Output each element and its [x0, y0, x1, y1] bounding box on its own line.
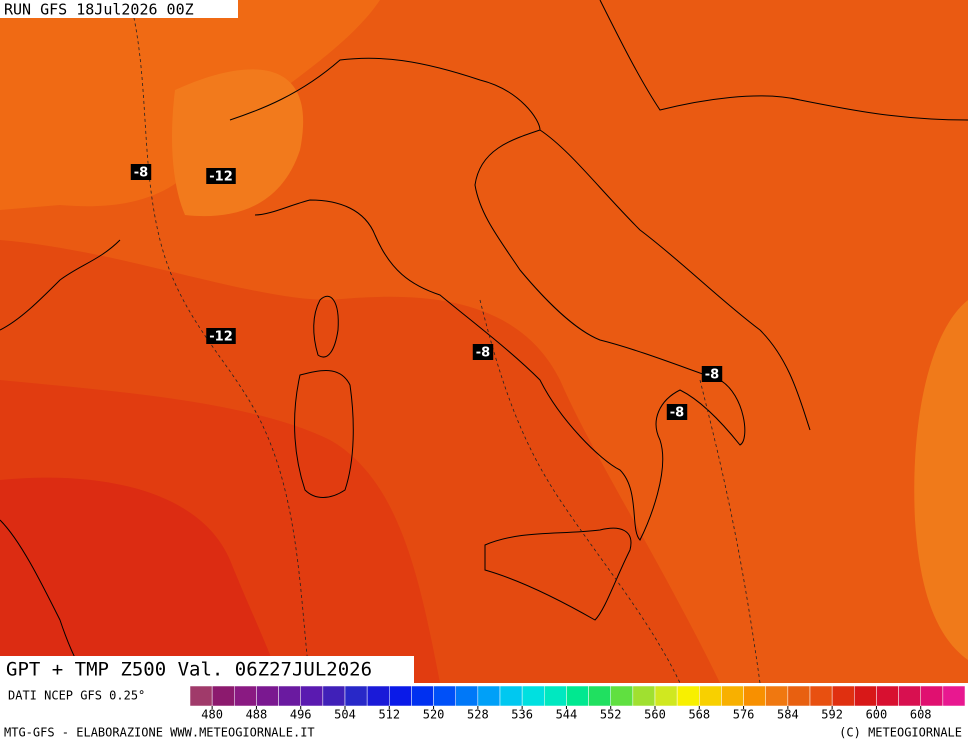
- colorbar-swatch: [211, 685, 235, 707]
- colorbar-tick-label: 544: [556, 708, 578, 722]
- colorbar-swatch: [433, 685, 456, 707]
- contour-label: -8: [134, 166, 148, 181]
- colorbar-swatch: [632, 685, 656, 707]
- contour-label-box: [206, 328, 236, 344]
- colorbar-swatch: [234, 685, 257, 707]
- sicily: [484, 527, 632, 621]
- colorbar: 480 488 496 504 512 520 528 536 544 552 560 568 576 5…: [189, 685, 966, 722]
- colorbar-swatch: [809, 685, 833, 707]
- contour-labels: -8 -12 -12 -8 -8 -8: [130, 164, 723, 421]
- colorbar-swatch: [610, 685, 634, 707]
- colorbar-swatch: [854, 685, 877, 707]
- contour-label-box: [130, 164, 152, 180]
- colorbar-swatch: [699, 685, 722, 707]
- colorbar-swatch: [920, 685, 944, 707]
- colorbar-swatch: [876, 685, 899, 707]
- colorbar-swatch: [721, 685, 744, 707]
- colorbar-swatch: [588, 685, 611, 707]
- contour-label: -8: [705, 368, 719, 383]
- contour-label: -12: [209, 170, 233, 185]
- contour-label: -12: [209, 330, 233, 345]
- footer-left: MTG-GFS - ELABORAZIONE WWW.METEOGIORNALE…: [4, 726, 315, 740]
- field-hot: [0, 477, 280, 683]
- colorbar-swatch: [389, 685, 412, 707]
- colorbar-swatch: [787, 685, 811, 707]
- colorbar-swatch: [189, 685, 213, 707]
- colorbar-swatch: [300, 685, 324, 707]
- colorbar-swatch: [654, 685, 678, 707]
- colorbar-swatch: [477, 685, 501, 707]
- colorbar-tick-label: 480: [201, 708, 223, 722]
- colorbar-swatch: [344, 685, 368, 707]
- sardinia: [294, 370, 354, 498]
- contour-label: -8: [476, 346, 490, 361]
- colorbar-swatch: [278, 685, 301, 707]
- run-label: RUN GFS 18Jul2026 00Z: [4, 1, 194, 19]
- colorbar-swatch: [743, 685, 766, 707]
- colorbar-tick-label: 504: [334, 708, 356, 722]
- run-box: [0, 0, 238, 18]
- colorbar-tick-label: 600: [866, 708, 888, 722]
- colorbar-tick-label: 512: [378, 708, 400, 722]
- colorbar-tick-label: 592: [821, 708, 843, 722]
- footer-right: (C) METEOGIORNALE: [839, 726, 962, 740]
- source-label: DATI NCEP GFS 0.25°: [8, 689, 145, 703]
- title-box: [0, 656, 414, 684]
- field-east: [914, 300, 968, 660]
- contour-label-box: [701, 366, 723, 382]
- colorbar-tick-label: 608: [910, 708, 932, 722]
- colorbar-tick-label: 584: [777, 708, 799, 722]
- isotherm: [129, 0, 311, 684]
- colorbar-swatch: [676, 685, 700, 707]
- colorbar-tick-label: 488: [246, 708, 268, 722]
- corsica: [313, 295, 339, 358]
- colorbar-swatch: [521, 685, 545, 707]
- colorbar-swatch: [942, 685, 966, 707]
- isotherm: [699, 379, 761, 684]
- colorbar-swatch: [322, 685, 346, 707]
- map-title: GPT + TMP Z500 Val. 06Z27JUL2026: [6, 659, 372, 681]
- contour-label: -8: [670, 406, 684, 421]
- italy-coast: [229, 57, 746, 541]
- isotherms: [129, 0, 761, 684]
- colorbar-tick-label: 560: [644, 708, 666, 722]
- colorbar-swatch: [765, 685, 789, 707]
- colorbar-tick-label: 568: [688, 708, 710, 722]
- contour-label-box: [472, 344, 494, 360]
- contour-label-box: [206, 168, 236, 184]
- colorbar-swatch: [831, 685, 855, 707]
- contour-label-box: [666, 404, 688, 420]
- colorbar-swatch: [499, 685, 523, 707]
- colorbar-swatch: [411, 685, 434, 707]
- colorbar-tick-label: 536: [511, 708, 533, 722]
- colorbar-tick-label: 552: [600, 708, 622, 722]
- isotherm: [479, 299, 681, 684]
- colorbar-tick-label: 520: [423, 708, 445, 722]
- colorbar-swatch: [366, 685, 390, 707]
- map-field: [0, 0, 968, 683]
- colorbar-tick-label: 496: [290, 708, 312, 722]
- colorbar-tick-label: 576: [733, 708, 755, 722]
- colorbar-swatch: [455, 685, 479, 707]
- balkan-coast: [539, 0, 968, 431]
- field-lighter: [172, 69, 304, 217]
- colorbar-swatch: [256, 685, 279, 707]
- colorbar-swatch: [544, 685, 567, 707]
- colorbar-tick-label: 528: [467, 708, 489, 722]
- colorbar-swatch: [898, 685, 921, 707]
- colorbar-swatch: [566, 685, 589, 707]
